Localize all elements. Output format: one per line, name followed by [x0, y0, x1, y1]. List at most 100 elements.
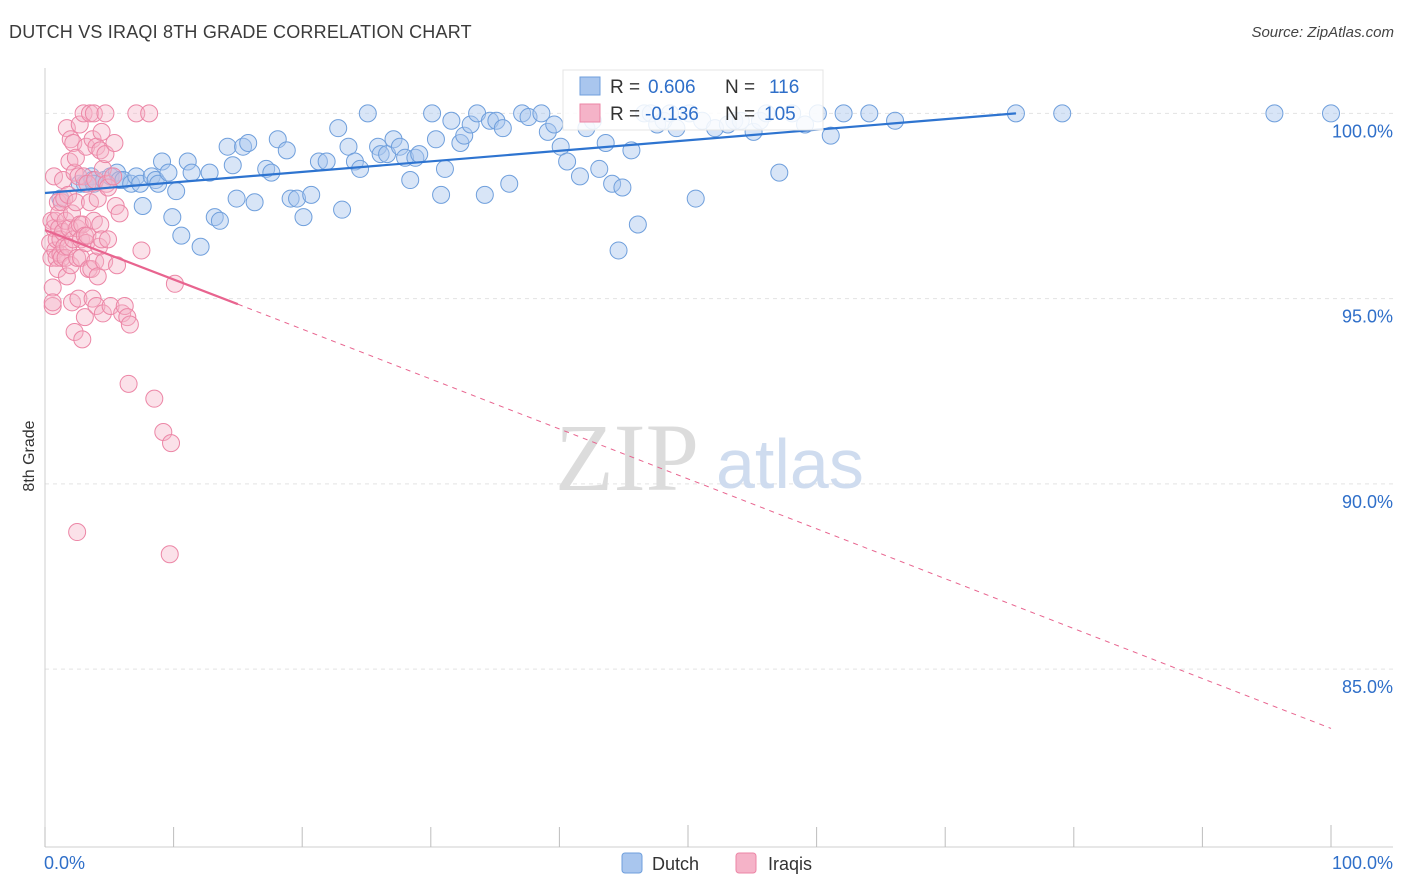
iraqi-point: [104, 167, 123, 186]
dutch-point: [369, 137, 388, 156]
dutch-point: [493, 119, 512, 138]
iraqi-point: [92, 122, 111, 141]
stats-legend-box: [562, 69, 824, 131]
dutch-point: [384, 130, 403, 149]
iraqi-point: [61, 256, 80, 275]
dutch-point: [257, 159, 276, 178]
dutch-point: [294, 208, 313, 227]
dutch-point: [159, 163, 178, 182]
iraqi-point: [68, 523, 87, 542]
dutch-point: [532, 104, 551, 123]
dutch-point: [281, 189, 300, 208]
iraqi-point: [73, 215, 92, 234]
dutch-point: [234, 137, 253, 156]
legend-dutch-swatch: [621, 852, 643, 874]
dutch-point: [455, 126, 474, 145]
dutch-point: [390, 137, 409, 156]
watermark-zip: ZIP: [555, 404, 699, 511]
dutch-r-value: 0.606: [648, 77, 696, 98]
dutch-point: [686, 189, 705, 208]
source-label: Source: ZipAtlas.com: [1251, 24, 1394, 41]
iraqi-point: [127, 104, 146, 123]
dutch-point: [200, 163, 219, 182]
iraqi-point: [92, 230, 111, 249]
dutch-point: [163, 208, 182, 227]
dutch-point: [227, 189, 246, 208]
legend-dutch-label: Dutch: [652, 854, 699, 874]
dutch-point: [262, 163, 281, 182]
dutch-point: [333, 200, 352, 219]
dutch-point: [435, 159, 454, 178]
iraqi-point: [42, 211, 61, 230]
iraqi-point: [93, 304, 112, 323]
dutch-point: [205, 208, 224, 227]
chart-title: DUTCH VS IRAQI 8TH GRADE CORRELATION CHA…: [9, 22, 472, 42]
stats-legend: R = 0.606 N = 116 R = -0.136 N = 105: [562, 69, 824, 131]
dutch-point: [500, 174, 519, 193]
dutch-point: [410, 145, 429, 164]
dutch-point: [487, 111, 506, 130]
dutch-point: [432, 185, 451, 204]
y-axis-label: 8th Grade: [21, 420, 38, 491]
iraqi-point: [99, 230, 118, 249]
dutch-point: [133, 196, 152, 215]
dutch-point: [401, 171, 420, 190]
iraqi-r-label: R =: [610, 104, 640, 125]
iraqi-point: [70, 115, 89, 134]
iraqi-r-value: -0.136: [645, 104, 699, 125]
legend-iraqi-swatch: [735, 852, 757, 874]
dutch-point: [329, 119, 348, 138]
y-tick-label: 85.0%: [1342, 677, 1393, 697]
dutch-point: [596, 133, 615, 152]
iraqi-point: [77, 137, 96, 156]
dutch-point: [210, 211, 229, 230]
series-legend: Dutch Iraqis: [621, 852, 812, 874]
iraqi-point: [75, 308, 94, 327]
dutch-point: [860, 104, 879, 123]
y-tick-label: 90.0%: [1342, 492, 1393, 512]
watermark: ZIP atlas: [555, 404, 864, 511]
iraqi-point: [160, 545, 179, 564]
iraqi-point: [74, 104, 93, 123]
dutch-point: [603, 174, 622, 193]
iraqi-point: [66, 148, 85, 167]
watermark-atlas: atlas: [716, 425, 864, 503]
iraqi-point: [119, 374, 138, 393]
iraqi-point: [68, 248, 87, 267]
dutch-point: [351, 159, 370, 178]
iraqi-point: [65, 322, 84, 341]
dutch-point: [1053, 104, 1072, 123]
dutch-point: [628, 215, 647, 234]
iraqi-point: [81, 104, 100, 123]
grid-layer: [45, 112, 1393, 670]
dutch-point: [1322, 104, 1340, 123]
iraqi-point: [78, 226, 97, 245]
dutch-point: [538, 122, 557, 141]
iraqi-point: [118, 308, 137, 327]
iraqi-point: [115, 297, 134, 316]
dutch-point: [1265, 104, 1284, 123]
dutch-point: [339, 137, 358, 156]
trend-layer: [44, 112, 1332, 729]
iraqi-point: [110, 204, 129, 223]
dutch-point: [302, 185, 321, 204]
dutch-point: [358, 104, 377, 123]
iraqi-point: [69, 289, 88, 308]
dutch-point: [613, 178, 632, 197]
dutch-point: [172, 226, 191, 245]
dutch-point: [558, 152, 577, 171]
dutch-r-label: R =: [610, 77, 640, 98]
iraqi-point: [91, 141, 110, 160]
legend-iraqi-label: Iraqis: [768, 854, 812, 874]
dutch-trend-line: [44, 112, 1017, 195]
iraqi-point: [132, 241, 151, 260]
x-tick-label-min: 0.0%: [44, 853, 85, 873]
dutch-point: [545, 115, 564, 134]
dutch-point: [426, 130, 445, 149]
dutch-point: [475, 185, 494, 204]
dutch-point: [167, 182, 186, 201]
iraqi-point: [66, 193, 85, 212]
iraqi-point: [93, 159, 112, 178]
dutch-point: [191, 237, 210, 256]
dutch-point: [570, 167, 589, 186]
